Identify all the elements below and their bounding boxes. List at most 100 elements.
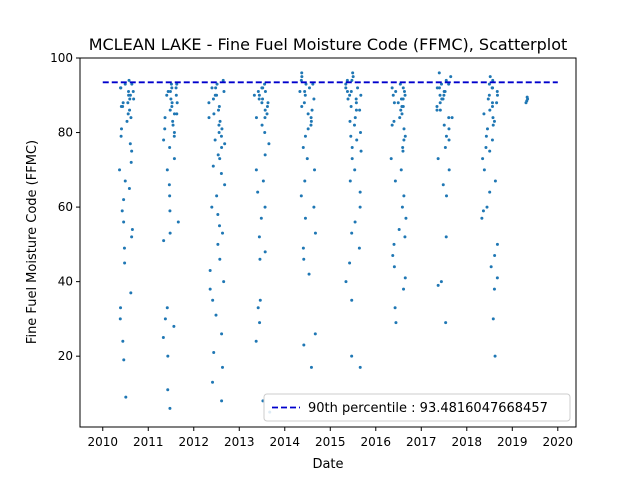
data-point: [166, 388, 170, 392]
data-point: [168, 90, 172, 94]
data-point: [351, 75, 355, 79]
data-point: [267, 142, 271, 146]
data-point: [130, 235, 134, 239]
data-point: [348, 261, 352, 265]
data-point: [306, 127, 310, 131]
data-point: [348, 179, 352, 183]
data-point: [354, 101, 358, 105]
data-point: [165, 168, 169, 172]
data-point: [313, 332, 317, 336]
data-point: [400, 112, 404, 116]
data-point: [263, 205, 267, 209]
data-point: [118, 317, 122, 321]
data-point: [348, 93, 352, 97]
data-point: [485, 127, 489, 131]
data-point: [220, 399, 224, 403]
x-tick-label: 2020: [543, 435, 574, 449]
data-point: [260, 86, 264, 90]
data-point: [129, 291, 133, 295]
data-point: [487, 93, 491, 97]
data-point: [349, 104, 353, 108]
data-point: [442, 123, 446, 127]
data-point: [402, 127, 406, 131]
data-point: [401, 149, 405, 153]
data-point: [492, 287, 496, 291]
data-point: [299, 78, 303, 82]
data-point: [389, 157, 393, 161]
data-point: [257, 235, 261, 239]
data-point: [354, 108, 358, 112]
data-point: [300, 75, 304, 79]
data-point: [256, 190, 260, 194]
data-point: [213, 138, 217, 142]
data-point: [344, 86, 348, 90]
data-point: [259, 216, 263, 220]
data-point: [449, 75, 453, 79]
data-point: [172, 157, 176, 161]
data-point: [126, 101, 130, 105]
data-point: [391, 254, 395, 258]
data-point: [207, 116, 211, 120]
data-point: [436, 157, 440, 161]
data-point: [444, 134, 448, 138]
plot-frame: [79, 57, 577, 428]
data-point: [215, 82, 219, 86]
data-point: [358, 205, 362, 209]
data-point: [258, 298, 262, 302]
x-tick-label: 2012: [178, 435, 209, 449]
data-point: [393, 306, 397, 310]
data-point: [123, 261, 127, 265]
data-point: [161, 336, 165, 340]
data-point: [261, 179, 265, 183]
data-point: [438, 93, 442, 97]
data-point: [221, 78, 225, 82]
data-point: [396, 101, 400, 105]
data-point: [175, 112, 179, 116]
data-point: [493, 254, 497, 258]
data-point: [254, 116, 258, 120]
data-point: [213, 93, 217, 97]
data-point: [358, 190, 362, 194]
data-point: [394, 321, 398, 325]
data-point: [257, 97, 261, 101]
data-point: [168, 145, 172, 149]
y-tick-label: 60: [58, 200, 73, 214]
data-point: [265, 112, 269, 116]
data-point: [352, 123, 356, 127]
data-point: [119, 86, 123, 90]
data-point: [311, 82, 315, 86]
data-point: [438, 101, 442, 105]
data-point: [444, 78, 448, 82]
data-point: [128, 97, 132, 101]
data-point: [132, 97, 136, 101]
data-point: [218, 119, 222, 123]
data-point: [441, 97, 445, 101]
data-point: [438, 108, 442, 112]
data-point: [401, 145, 405, 149]
data-point: [122, 198, 126, 202]
data-point: [163, 317, 167, 321]
data-point: [358, 131, 362, 135]
data-point: [490, 86, 494, 90]
data-point: [128, 142, 132, 146]
data-point: [219, 134, 223, 138]
data-point: [488, 149, 492, 153]
data-point: [346, 97, 350, 101]
data-point: [302, 343, 306, 347]
data-point: [127, 186, 131, 190]
data-point: [312, 205, 316, 209]
data-point: [263, 82, 267, 86]
data-point: [126, 90, 130, 94]
data-point: [355, 138, 359, 142]
data-point: [131, 90, 135, 94]
data-point: [402, 287, 406, 291]
data-point: [403, 276, 407, 280]
data-point: [490, 101, 494, 105]
data-point: [167, 183, 171, 187]
data-point: [485, 205, 489, 209]
data-point: [484, 134, 488, 138]
data-point: [121, 339, 125, 343]
data-point: [303, 179, 307, 183]
data-point: [256, 306, 260, 310]
data-point: [488, 75, 492, 79]
